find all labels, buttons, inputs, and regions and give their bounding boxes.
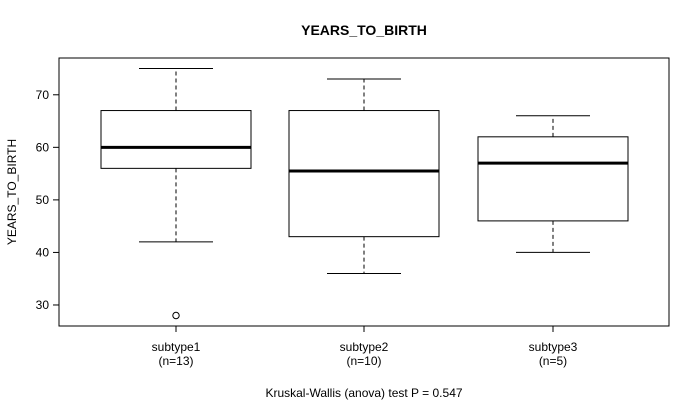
box-subtype1: [100, 68, 252, 320]
y-tick-label: 50: [36, 193, 50, 207]
y-axis: 30 40 50 60 70: [36, 88, 60, 312]
y-axis-label: YEARS_TO_BIRTH: [5, 139, 19, 245]
x-category-count: (n=13): [158, 354, 193, 368]
x-category-count: (n=5): [539, 354, 567, 368]
chart-title: YEARS_TO_BIRTH: [301, 22, 427, 38]
y-tick-label: 70: [36, 88, 50, 102]
test-annotation: Kruskal-Wallis (anova) test P = 0.547: [265, 386, 462, 400]
y-tick-label: 60: [36, 140, 50, 154]
box-subtype3: [477, 115, 629, 253]
iqr-box: [100, 110, 252, 169]
iqr-box: [477, 136, 629, 222]
x-axis-labels: subtype1(n=13) subtype2(n=10) subtype3(n=5…: [152, 326, 578, 368]
outlier-point: [172, 311, 180, 320]
iqr-box: [288, 110, 440, 238]
x-category-label: subtype1: [152, 340, 201, 354]
y-tick-label: 30: [36, 298, 50, 312]
x-category-label: subtype2: [340, 340, 389, 354]
x-category-count: (n=10): [346, 354, 381, 368]
box-subtype2: [288, 78, 440, 274]
boxes-group: [100, 68, 629, 320]
y-tick-label: 40: [36, 245, 50, 259]
x-category-label: subtype3: [529, 340, 578, 354]
